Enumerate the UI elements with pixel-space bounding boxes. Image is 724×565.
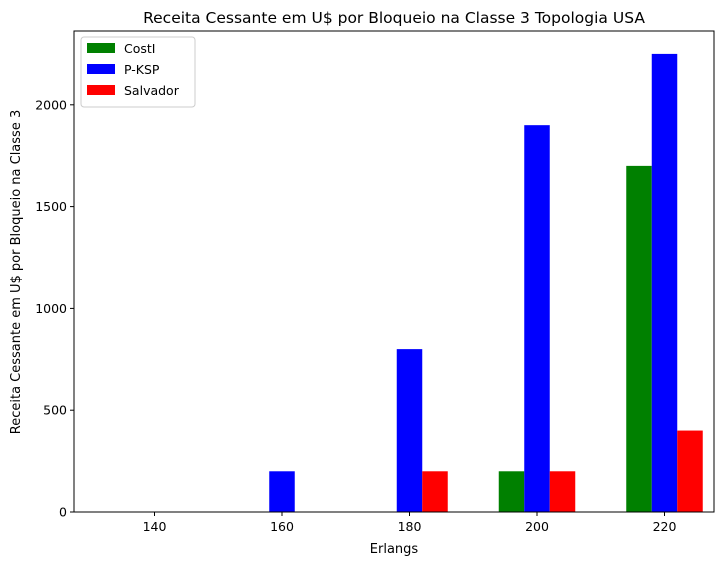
y-tick-label: 1500 [35,199,67,214]
bar-p-ksp-220 [651,53,678,513]
x-tick-label: 220 [653,519,677,534]
y-tick-label: 0 [59,505,67,520]
y-tick-label: 1000 [35,301,67,316]
bar-p-ksp-180 [396,349,423,512]
bar-salvador-220 [677,430,703,512]
y-tick-label: 500 [43,403,67,418]
chart-title: Receita Cessante em U$ por Bloqueio na C… [143,9,645,27]
legend-swatch-p-ksp [87,64,115,74]
x-axis-ticks: 140 160 180 200 220 [143,512,677,534]
x-tick-label: 180 [398,519,422,534]
y-axis-label: Receita Cessante em U$ por Bloqueio na C… [9,110,24,434]
bar-p-ksp-160 [269,471,295,512]
legend-label-costi: CostI [124,41,155,56]
bars-group [269,53,703,513]
bar-costi-220 [626,165,652,512]
x-tick-label: 200 [525,519,549,534]
y-axis-ticks: 0 500 1000 1500 2000 [35,97,74,520]
x-tick-label: 160 [270,519,294,534]
x-tick-label: 140 [143,519,167,534]
x-axis-label: Erlangs [370,542,419,557]
legend-label-p-ksp: P-KSP [124,62,160,77]
y-tick-label: 2000 [35,97,67,112]
legend-label-salvador: Salvador [124,83,180,98]
legend-swatch-costi [87,43,115,53]
plot-frame [73,30,715,513]
legend: CostI P-KSP Salvador [80,36,196,108]
bar-costi-200 [498,471,525,512]
bar-salvador-200 [549,471,576,512]
bar-salvador-180 [422,471,448,512]
bar-p-ksp-200 [524,125,550,512]
legend-swatch-salvador [87,85,115,95]
